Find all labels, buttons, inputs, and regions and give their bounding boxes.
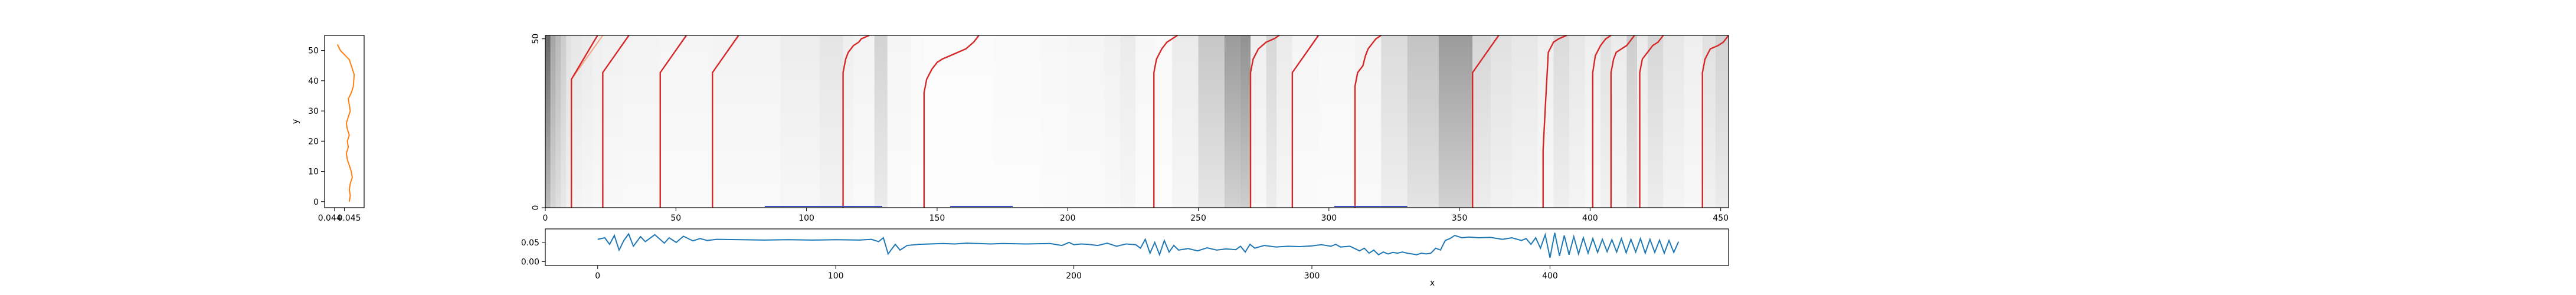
heatmap-red-curve xyxy=(1249,34,1280,208)
heatmap-xtick-label: 200 xyxy=(1060,214,1076,223)
heatmap-red-curve xyxy=(1592,34,1612,208)
left-ytick-label: 20 xyxy=(308,137,319,146)
bottom-ytick-label: 0.00 xyxy=(521,257,539,267)
bottom-signal-line xyxy=(597,232,1680,258)
bottom-signal-ticks: 0 100 200 300 400 0.00 0.05 xyxy=(521,238,1558,281)
heatmap-red-curve xyxy=(1291,35,1320,208)
heatmap-ytick-label: 50 xyxy=(531,34,541,44)
bottom-signal-xlabel: x xyxy=(1430,278,1435,288)
heatmap-xtick-label: 350 xyxy=(1452,214,1468,223)
heatmap-frame xyxy=(545,35,1729,208)
heatmap-boundary-curves xyxy=(571,34,1729,208)
heatmap-xtick-label: 450 xyxy=(1713,214,1729,223)
heatmap-red-curve xyxy=(842,34,870,208)
heatmap-ytick-label: 0 xyxy=(531,205,541,211)
heatmap-xtick-label: 250 xyxy=(1190,214,1206,223)
heatmap-red-curve xyxy=(712,35,739,208)
heatmap-panel: 0 50 100 150 200 250 300 350 400 450 0 50 xyxy=(531,34,1729,223)
bottom-xtick-label: 0 xyxy=(595,271,600,281)
left-xtick-label: 0.045 xyxy=(337,214,361,223)
left-ytick-label: 50 xyxy=(308,47,319,56)
heatmap-xtick-label: 300 xyxy=(1321,214,1337,223)
heatmap-red-curve xyxy=(923,35,980,208)
heatmap-xtick-label: 150 xyxy=(929,214,945,223)
left-profile-line xyxy=(336,44,355,202)
bottom-xtick-label: 200 xyxy=(1066,271,1082,281)
heatmap-red-curve xyxy=(602,35,630,208)
bottom-signal-frame xyxy=(545,228,1729,266)
bottom-xtick-label: 300 xyxy=(1304,271,1320,281)
heatmap-vertical-fade xyxy=(545,35,1729,208)
heatmap-red-curve xyxy=(1472,35,1500,208)
bottom-signal-series xyxy=(597,232,1680,258)
heatmap-xtick-label: 50 xyxy=(670,214,681,223)
left-ytick-label: 40 xyxy=(308,77,319,86)
left-ytick-label: 0 xyxy=(313,198,319,207)
left-ytick-label: 30 xyxy=(308,107,319,116)
heatmap-ticks: 0 50 100 150 200 250 300 350 400 450 0 50 xyxy=(531,34,1729,223)
bottom-xtick-label: 100 xyxy=(828,271,844,281)
bottom-signal-panel: 0 100 200 300 400 0.00 0.05 x xyxy=(521,228,1729,288)
heatmap-red-curve xyxy=(1639,35,1664,208)
heatmap-red-curve xyxy=(659,35,687,208)
heatmap-xtick-label: 100 xyxy=(798,214,814,223)
heatmap-red-curve xyxy=(1153,34,1178,208)
bottom-xtick-label: 400 xyxy=(1542,271,1558,281)
heatmap-xtick-label: 400 xyxy=(1582,214,1598,223)
heatmap-red-curve xyxy=(1701,35,1729,208)
heatmap-cells xyxy=(545,35,1729,208)
left-xtick-label: 0.044 xyxy=(318,214,342,223)
left-ytick-label: 10 xyxy=(308,168,319,177)
heatmap-xtick-label: 0 xyxy=(543,214,548,223)
left-profile-frame xyxy=(324,35,365,208)
bottom-ytick-label: 0.05 xyxy=(521,238,539,248)
heatmap-red-curve xyxy=(571,35,598,208)
heatmap-red-curve xyxy=(1610,35,1635,208)
left-profile-ylabel: y xyxy=(291,119,300,124)
heatmap-red-curve xyxy=(1354,34,1382,208)
left-profile-series xyxy=(336,44,355,202)
heatmap-red-curve xyxy=(1542,34,1567,208)
